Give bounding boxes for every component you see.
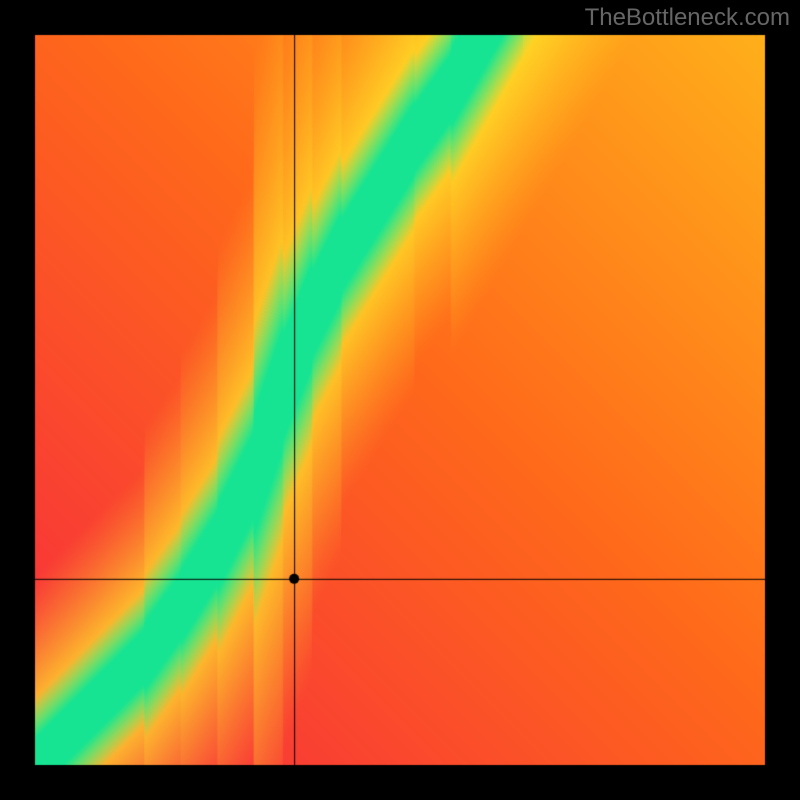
chart-container: TheBottleneck.com (0, 0, 800, 800)
heatmap-canvas (0, 0, 800, 800)
watermark-text: TheBottleneck.com (585, 4, 790, 32)
